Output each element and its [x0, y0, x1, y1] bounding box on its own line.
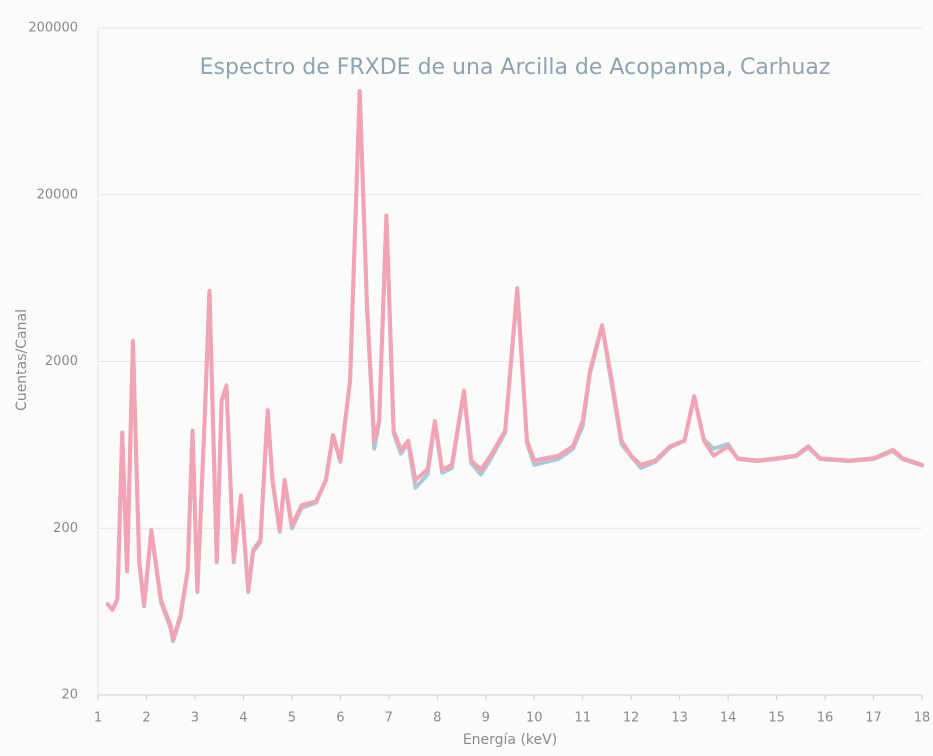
y-tick-label: 20	[61, 688, 78, 703]
y-tick-label: 20000	[37, 187, 78, 202]
x-tick-label: 11	[574, 711, 591, 726]
x-tick-label: 6	[336, 711, 344, 726]
x-tick-label: 5	[288, 711, 296, 726]
x-tick-label: 17	[865, 711, 882, 726]
x-tick-label: 12	[623, 711, 640, 726]
x-tick-label: 4	[239, 711, 247, 726]
x-tick-label: 18	[914, 711, 931, 726]
x-tick-label: 8	[433, 711, 441, 726]
y-tick-label: 2000	[45, 354, 78, 369]
x-tick-label: 10	[526, 711, 543, 726]
x-tick-label: 15	[768, 711, 785, 726]
x-tick-label: 7	[385, 711, 393, 726]
chart-title: Espectro de FRXDE de una Arcilla de Acop…	[200, 55, 831, 80]
x-tick-label: 3	[191, 711, 199, 726]
y-tick-label: 200000	[28, 21, 78, 36]
y-tick-label: 200	[53, 521, 78, 536]
x-tick-label: 14	[720, 711, 737, 726]
y-axis-label: Cuentas/Canal	[14, 309, 30, 411]
x-tick-label: 16	[817, 711, 834, 726]
x-tick-label: 9	[482, 711, 490, 726]
x-tick-label: 2	[142, 711, 150, 726]
x-axis-label: Energía (keV)	[463, 732, 557, 748]
x-tick-label: 13	[671, 711, 688, 726]
spectrum-line	[105, 88, 924, 642]
x-tick-label: 1	[94, 711, 102, 726]
